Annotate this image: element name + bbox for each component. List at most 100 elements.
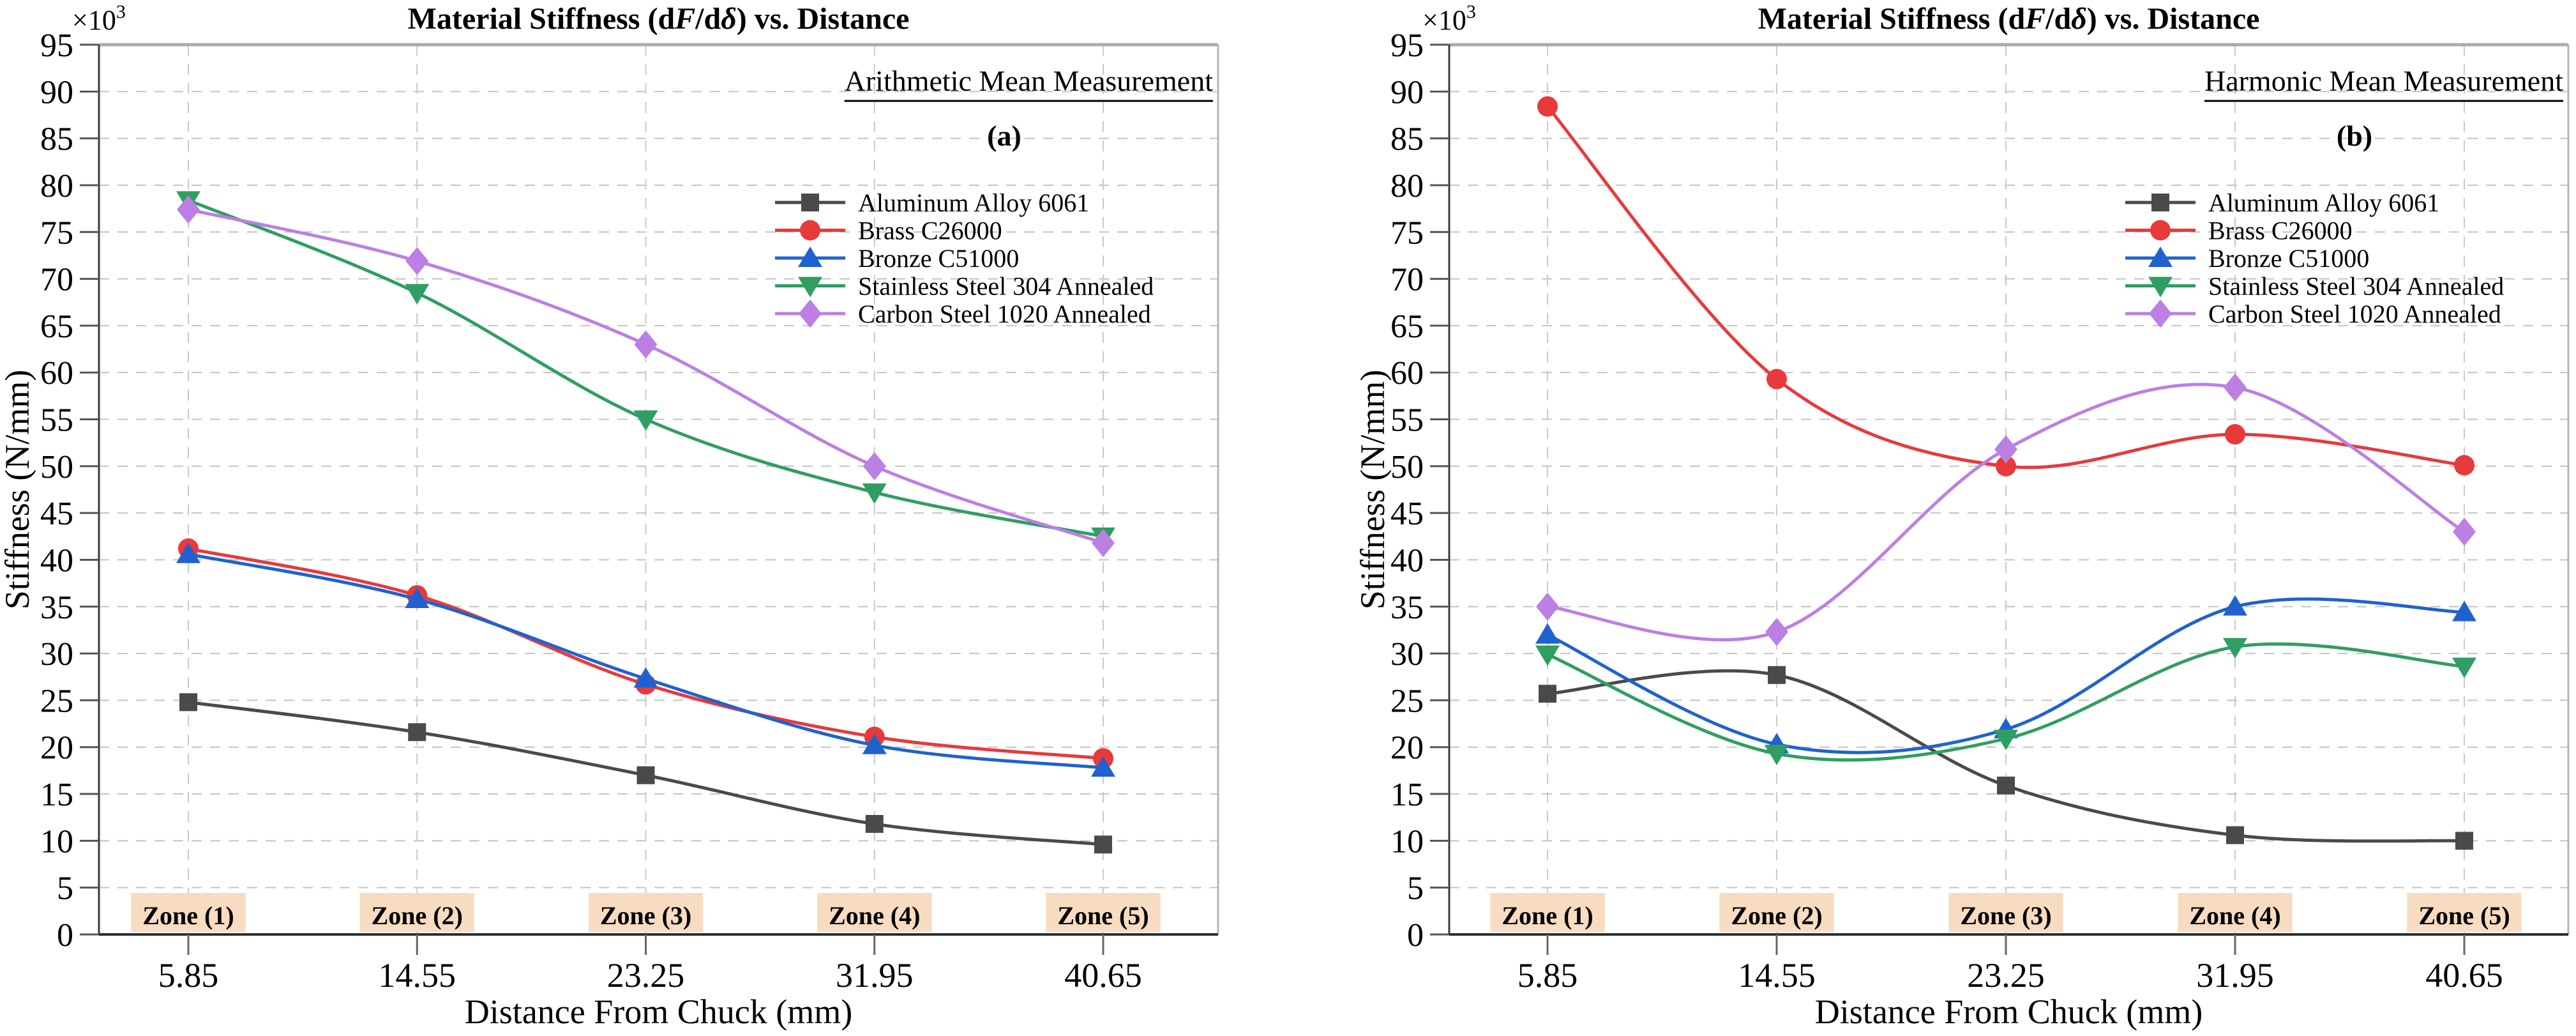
x-tick-label: 31.95	[836, 956, 914, 994]
y-tick-label: 5	[57, 871, 73, 907]
zone-badge	[1046, 893, 1161, 932]
y-tick-label: 10	[1390, 823, 1424, 860]
data-point-marker	[2226, 826, 2244, 844]
zone-badges: Zone (1) Zone (2) Zone (3) Zone (4) Zone (5)	[131, 893, 1161, 932]
series-markers	[177, 195, 1115, 558]
legend-label: Stainless Steel 304 Annealed	[2208, 272, 2504, 301]
y-tick-label: 30	[1390, 636, 1424, 673]
legend-item: Stainless Steel 304 Annealed	[775, 272, 1154, 301]
zone-badge	[359, 893, 474, 932]
x-tick-label: 31.95	[2196, 956, 2274, 994]
y-tick-label: 60	[40, 355, 73, 392]
zone-badge-label: Zone (1)	[1502, 901, 1593, 930]
y-tick-label: 75	[40, 215, 73, 251]
data-point-marker	[1092, 529, 1115, 558]
data-point-marker	[1766, 369, 1787, 390]
legend-label: Aluminum Alloy 6061	[858, 188, 1089, 217]
data-point-marker	[862, 733, 887, 754]
data-point-marker	[1536, 592, 1559, 621]
y-axis-multiplier: ×103	[1422, 1, 1476, 36]
panel-label: (b)	[2337, 119, 2372, 152]
y-tick-label: 15	[40, 777, 73, 813]
x-tick-label: 40.65	[2425, 956, 2503, 994]
y-tick-label: 70	[40, 262, 73, 298]
y-tick-label: 45	[1390, 496, 1424, 532]
legend-marker-diamond	[799, 300, 822, 328]
y-tick-label: 25	[1390, 683, 1424, 719]
legend-label: Aluminum Alloy 6061	[2208, 188, 2439, 217]
data-point-marker	[179, 693, 197, 712]
data-point-marker	[1535, 645, 1560, 666]
series-markers	[1536, 373, 2476, 646]
zone-badge-label: Zone (5)	[2418, 901, 2510, 930]
gridlines	[99, 45, 1218, 934]
data-point-marker	[2223, 637, 2247, 659]
measurement-subtitle: Harmonic Mean Measurement	[2204, 65, 2563, 97]
y-axis: 0 5 10 15 20 25 30 35 40 45 50 55 60 65 70 75 80 85 90 95×1…	[0, 1, 126, 954]
data-point-marker	[636, 766, 655, 784]
data-point-marker	[1539, 685, 1556, 703]
y-tick-label: 65	[1390, 309, 1424, 345]
chart-panel-b: 0 5 10 15 20 25 30 35 40 45 50 55 60 65 70 75 80 85 90 95×1…	[1353, 1, 2570, 1031]
x-tick-label: 5.85	[158, 956, 219, 994]
y-tick-label: 20	[1390, 730, 1424, 766]
legend-marker-diamond	[2149, 300, 2172, 328]
data-point-marker	[405, 588, 430, 609]
legend-marker-triangle-up	[2148, 247, 2173, 267]
y-tick-label: 85	[40, 121, 73, 158]
data-point-marker	[865, 814, 884, 833]
x-axis-title: Distance From Chuck (mm)	[465, 993, 852, 1031]
data-point-marker	[1537, 96, 1558, 117]
zone-badge	[1719, 893, 1834, 932]
legend-item: Carbon Steel 1020 Annealed	[775, 300, 1151, 328]
zone-badge-label: Zone (3)	[1960, 901, 2051, 930]
data-point-marker	[1997, 776, 2015, 795]
zone-badge-label: Zone (2)	[1731, 901, 1822, 930]
y-axis-multiplier: ×103	[72, 1, 126, 36]
y-tick-label: 85	[1390, 121, 1424, 158]
y-tick-label: 20	[40, 730, 73, 766]
data-point-marker	[1091, 756, 1115, 777]
legend-label: Stainless Steel 304 Annealed	[858, 272, 1154, 301]
data-point-marker	[633, 667, 658, 688]
y-tick-label: 35	[1390, 590, 1424, 626]
data-point-marker	[633, 410, 658, 431]
x-tick-label: 5.85	[1518, 956, 1578, 994]
data-point-marker	[176, 542, 200, 563]
legend-label: Brass C26000	[2208, 217, 2353, 245]
data-point-marker	[2452, 600, 2476, 621]
series-line-circle	[1546, 105, 2465, 469]
legend-label: Bronze C51000	[858, 244, 1019, 273]
data-point-marker	[1535, 623, 1560, 644]
zone-badge-label: Zone (3)	[600, 901, 691, 930]
y-tick-label: 25	[40, 683, 73, 719]
legend-marker-circle	[800, 220, 820, 241]
data-point-marker	[2223, 595, 2247, 616]
legend-label: Bronze C51000	[2208, 244, 2369, 273]
x-axis: 5.85 14.55 23.25 31.95 40.65 Distance From Ch…	[158, 934, 1142, 1031]
measurement-subtitle: Arithmetic Mean Measurement	[845, 65, 1214, 97]
y-tick-label: 80	[40, 168, 73, 204]
series-markers	[179, 693, 1112, 854]
data-point-marker	[2454, 455, 2474, 476]
zone-badge	[1948, 893, 2063, 932]
legend-label: Carbon Steel 1020 Annealed	[2208, 300, 2501, 328]
zone-badge-label: Zone (4)	[2189, 901, 2280, 930]
data-point-marker	[1765, 618, 1788, 646]
y-axis-title: Stiffness (N/mm)	[0, 370, 36, 610]
zone-badge	[2178, 893, 2293, 932]
data-point-marker	[1765, 745, 1789, 766]
y-tick-label: 80	[1390, 168, 1424, 204]
y-tick-label: 55	[40, 402, 73, 439]
data-point-marker	[1094, 835, 1112, 854]
data-point-marker	[1768, 666, 1786, 684]
y-tick-label: 95	[40, 27, 73, 64]
data-point-marker	[405, 284, 430, 305]
legend-item: Brass C26000	[775, 217, 1002, 245]
x-tick-label: 23.25	[1967, 956, 2045, 994]
series-markers	[176, 542, 1115, 777]
legend-marker-triangle-up	[798, 247, 822, 267]
data-point-marker	[1994, 729, 2018, 750]
legend-item: Aluminum Alloy 6061	[2125, 188, 2439, 217]
